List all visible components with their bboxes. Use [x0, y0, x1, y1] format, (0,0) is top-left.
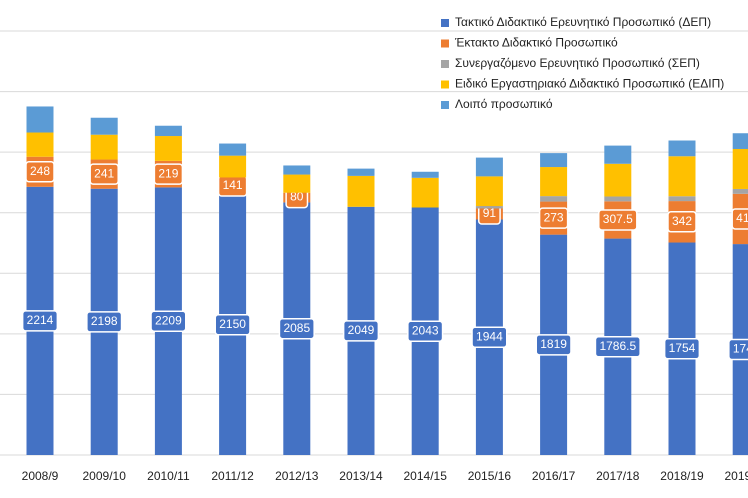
legend-swatch — [441, 60, 449, 68]
data-label-box — [150, 310, 187, 332]
data-label-box — [535, 334, 572, 356]
data-label: 80 — [290, 190, 304, 204]
bar-segment — [26, 132, 54, 157]
bar-segment — [219, 155, 247, 178]
bar-segment — [347, 168, 375, 176]
data-label: 241 — [94, 166, 114, 180]
bar-segment — [540, 153, 568, 168]
legend-swatch — [441, 19, 449, 27]
data-label: 91 — [483, 206, 497, 220]
data-label: 2209 — [155, 313, 182, 327]
data-label-box — [728, 338, 748, 361]
bar-segment — [540, 196, 568, 202]
legend-label: Ειδικό Εργαστηριακό Διδακτικό Προσωπικό … — [455, 77, 724, 91]
bar-segment — [668, 156, 696, 197]
data-label: 248 — [30, 164, 50, 178]
data-label: 273 — [544, 210, 564, 224]
legend-swatch — [441, 39, 449, 48]
bar-segment — [26, 106, 54, 133]
data-label: 2085 — [283, 321, 310, 335]
x-tick-label: 2014/15 — [404, 469, 448, 483]
data-label: 219 — [158, 166, 178, 180]
bar-segment — [668, 196, 696, 202]
data-label: 415 — [736, 211, 748, 225]
bar-segment — [475, 206, 503, 209]
bar-segment — [411, 171, 439, 178]
x-tick-label: 2013/14 — [339, 469, 383, 483]
x-tick-label: 2011/12 — [211, 469, 254, 483]
bar-segment — [475, 176, 503, 207]
data-label-box — [471, 326, 508, 348]
data-label: 1819 — [540, 337, 567, 351]
legend-label: Συνεργαζόμενο Ερευνητικό Προσωπικό (ΣΕΠ) — [455, 56, 700, 70]
data-label-box — [594, 336, 641, 358]
x-tick-label: 2016/17 — [532, 469, 576, 483]
legend-label: Τακτικό Διδακτικό Ερευνητικό Προσωπικό (… — [455, 15, 711, 29]
data-label: 1786.5 — [599, 339, 636, 353]
data-label: 307.5 — [603, 212, 633, 226]
bar-segment — [411, 177, 439, 208]
data-label: 1754 — [669, 341, 696, 355]
bar-segment — [540, 167, 568, 197]
bar-segment — [475, 157, 503, 177]
legend-label: Έκτακτο Διδακτικό Προσωπικό — [454, 36, 618, 50]
legend-swatch — [441, 101, 449, 109]
bar-segment — [283, 165, 311, 175]
data-label-box — [214, 314, 251, 336]
bar-segment — [347, 175, 375, 207]
data-label-box — [21, 310, 59, 332]
bar-segment — [90, 134, 118, 160]
x-tick-label: 2009/10 — [83, 469, 127, 483]
data-label-box — [25, 161, 55, 183]
x-tick-label: 2008/9 — [22, 469, 59, 483]
x-tick-label: 2010/11 — [147, 469, 190, 483]
data-label-box — [731, 208, 748, 230]
bar-segment — [604, 145, 632, 164]
data-label-box — [153, 163, 184, 185]
bar-segment — [219, 143, 247, 156]
data-label-box — [663, 338, 701, 360]
x-tick-label: 2015/16 — [468, 469, 512, 483]
x-tick-label: 2019/20 — [725, 469, 748, 483]
legend-label: Λοιπό προσωπικό — [455, 97, 553, 111]
x-tick-label: 2018/19 — [660, 469, 704, 483]
data-label: 2150 — [219, 317, 246, 331]
data-label: 2049 — [348, 323, 375, 337]
bar-segment — [154, 125, 182, 137]
bar-segment — [732, 188, 748, 194]
bar-segment — [668, 140, 696, 157]
data-label: 2214 — [27, 313, 54, 327]
data-label-box — [598, 209, 638, 231]
data-label: 141 — [223, 178, 243, 192]
data-label-box — [89, 163, 119, 185]
data-label: 2043 — [412, 323, 439, 337]
data-label-box — [538, 207, 569, 229]
data-label-box — [407, 320, 444, 343]
bar-segment — [90, 117, 118, 135]
legend-swatch — [441, 80, 449, 89]
x-tick-label: 2012/13 — [275, 469, 319, 483]
bar-segment — [604, 196, 632, 202]
bar-segment — [154, 136, 182, 161]
bar-segment — [604, 163, 632, 197]
data-label-box — [342, 320, 380, 342]
data-label-box — [278, 317, 315, 340]
data-label-box — [86, 311, 123, 333]
x-tick-label: 2017/18 — [596, 469, 640, 483]
data-label: 2198 — [91, 314, 118, 328]
bar-segment — [732, 148, 748, 189]
data-label-box — [667, 211, 697, 233]
bar-segment — [283, 174, 311, 193]
data-label: 342 — [672, 214, 692, 228]
data-label: 1944 — [476, 329, 503, 343]
bar-segment — [732, 133, 748, 149]
